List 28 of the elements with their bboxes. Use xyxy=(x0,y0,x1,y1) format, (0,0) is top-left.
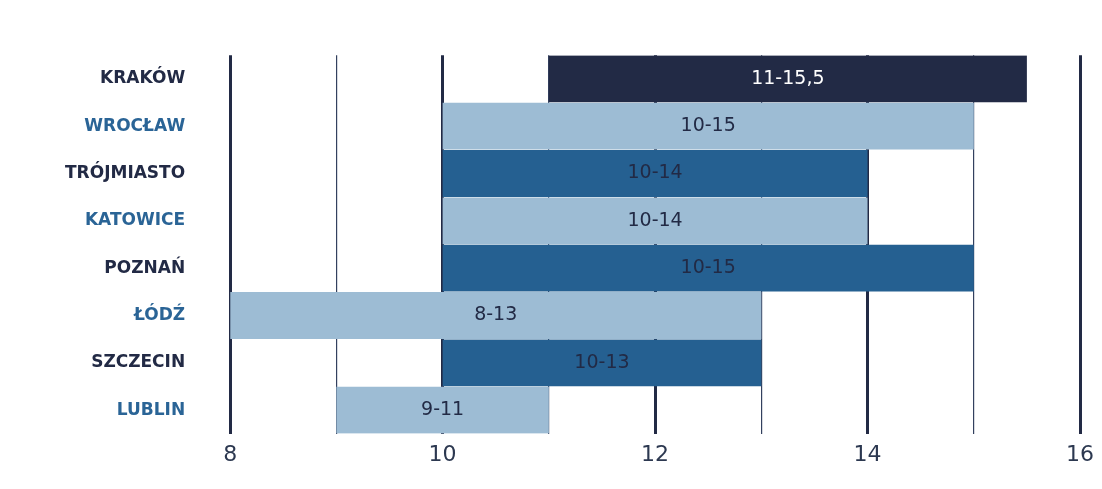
x-tick-label: 10 xyxy=(428,440,457,466)
y-tick-label: KATOWICE xyxy=(84,209,186,230)
y-tick-label: WROCŁAW xyxy=(84,114,186,135)
data-label: 10-13 xyxy=(574,349,630,372)
data-label: 10-14 xyxy=(627,160,683,183)
bar xyxy=(442,339,762,387)
x-tick-label: 16 xyxy=(1066,440,1094,466)
bar xyxy=(442,244,974,292)
bar xyxy=(442,150,868,197)
y-tick-label: POZNAŃ xyxy=(104,255,186,277)
y-tick-label: LUBLIN xyxy=(116,398,186,419)
data-label: 8-13 xyxy=(474,302,518,325)
y-tick-label: ŁÓDŹ xyxy=(132,302,186,324)
data-label: 11-15,5 xyxy=(751,65,825,88)
bar xyxy=(442,102,974,150)
data-label: 9-11 xyxy=(421,397,465,420)
data-label: 10-15 xyxy=(680,113,736,136)
bar xyxy=(442,197,868,245)
data-label: 10-15 xyxy=(680,255,736,278)
x-tick-label: 12 xyxy=(641,440,670,466)
x-tick-label: 14 xyxy=(853,440,882,466)
data-label: 10-14 xyxy=(627,207,683,230)
y-tick-label: TRÓJMIASTO xyxy=(65,160,186,182)
y-tick-label: KRAKÓW xyxy=(100,66,186,88)
x-tick-label: 8 xyxy=(223,440,238,466)
bar xyxy=(336,386,549,434)
y-tick-label: SZCZECIN xyxy=(91,351,186,372)
bar xyxy=(230,292,762,339)
